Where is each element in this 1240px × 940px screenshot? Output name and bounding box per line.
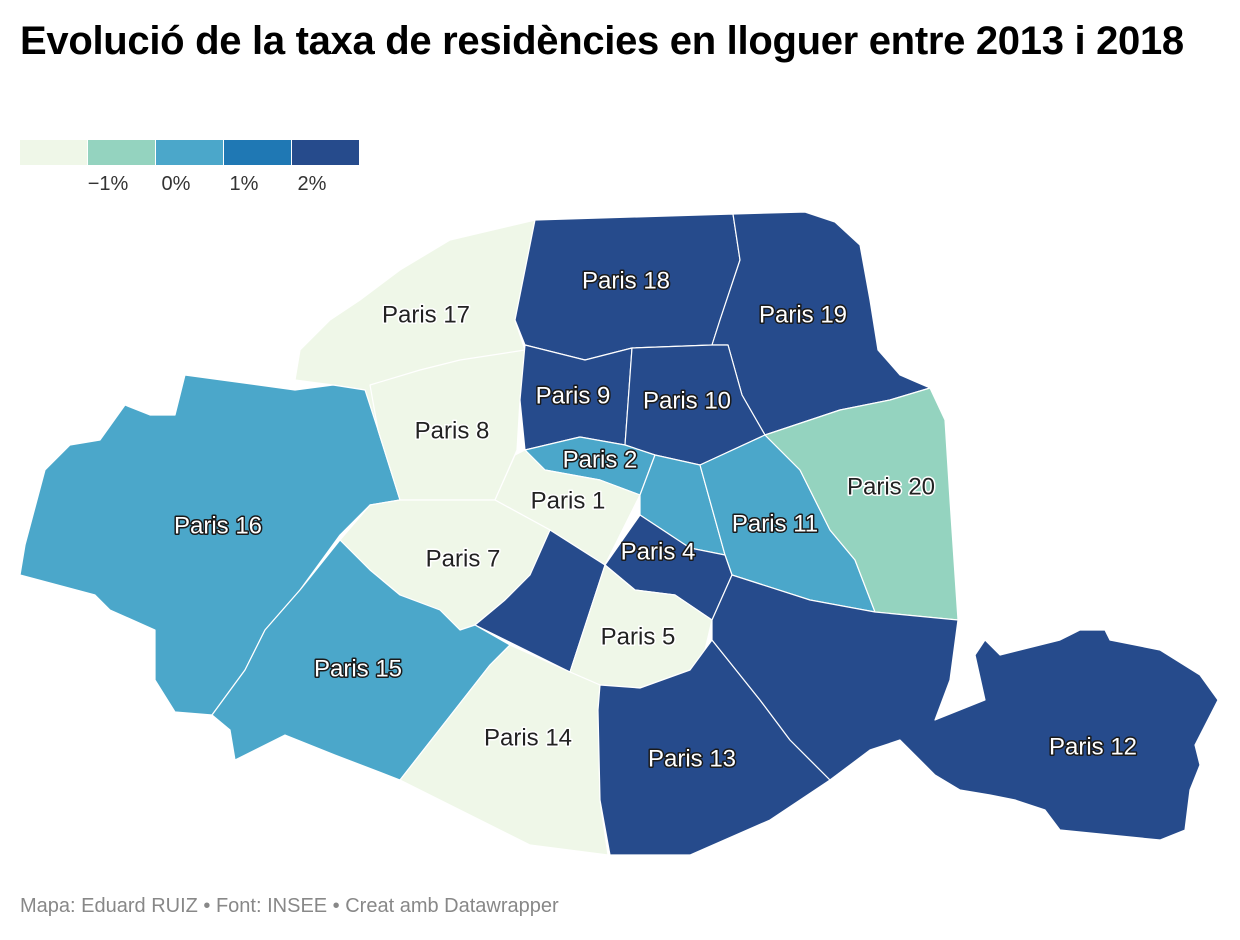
legend-swatch — [156, 140, 223, 165]
legend-tick: 0% — [161, 173, 191, 195]
district-label-11: Paris 11 — [732, 510, 818, 537]
district-14[interactable] — [399, 644, 609, 856]
district-label-15: Paris 15 — [314, 655, 402, 682]
district-label-8: Paris 8 — [415, 417, 490, 444]
legend-swatch — [20, 140, 87, 165]
legend-tick: −1% — [87, 173, 129, 195]
legend-tick: 1% — [229, 173, 259, 195]
district-label-18: Paris 18 — [582, 267, 670, 294]
district-label-14: Paris 14 — [484, 724, 572, 751]
legend-tick: 2% — [297, 173, 327, 195]
district-20[interactable] — [764, 387, 959, 621]
district-label-1: Paris 1 — [531, 487, 606, 514]
district-label-2: Paris 2 — [563, 446, 638, 473]
legend-ticks: −1% 0% 1% 2% — [20, 165, 360, 195]
district-label-4: Paris 4 — [621, 538, 696, 565]
chart-title: Evolució de la taxa de residències en ll… — [20, 19, 1184, 63]
legend-swatch — [292, 140, 359, 165]
legend-bar — [20, 140, 360, 165]
district-12[interactable] — [711, 574, 1219, 841]
district-label-20: Paris 20 — [847, 473, 935, 500]
district-label-13: Paris 13 — [648, 745, 736, 772]
district-label-10: Paris 10 — [643, 387, 731, 414]
district-label-7: Paris 7 — [426, 545, 501, 572]
district-label-16: Paris 16 — [174, 512, 262, 539]
legend-swatch — [224, 140, 291, 165]
district-label-12: Paris 12 — [1049, 733, 1137, 760]
district-8[interactable] — [369, 349, 526, 501]
footer-source: Mapa: Eduard RUIZ • Font: INSEE • Creat … — [20, 895, 559, 917]
color-legend: −1% 0% 1% 2% — [20, 140, 360, 195]
district-15[interactable] — [211, 539, 511, 781]
district-label-5: Paris 5 — [601, 623, 676, 650]
district-label-9: Paris 9 — [536, 382, 611, 409]
district-label-17: Paris 17 — [382, 301, 470, 328]
district-label-19: Paris 19 — [759, 301, 847, 328]
legend-swatch — [88, 140, 155, 165]
